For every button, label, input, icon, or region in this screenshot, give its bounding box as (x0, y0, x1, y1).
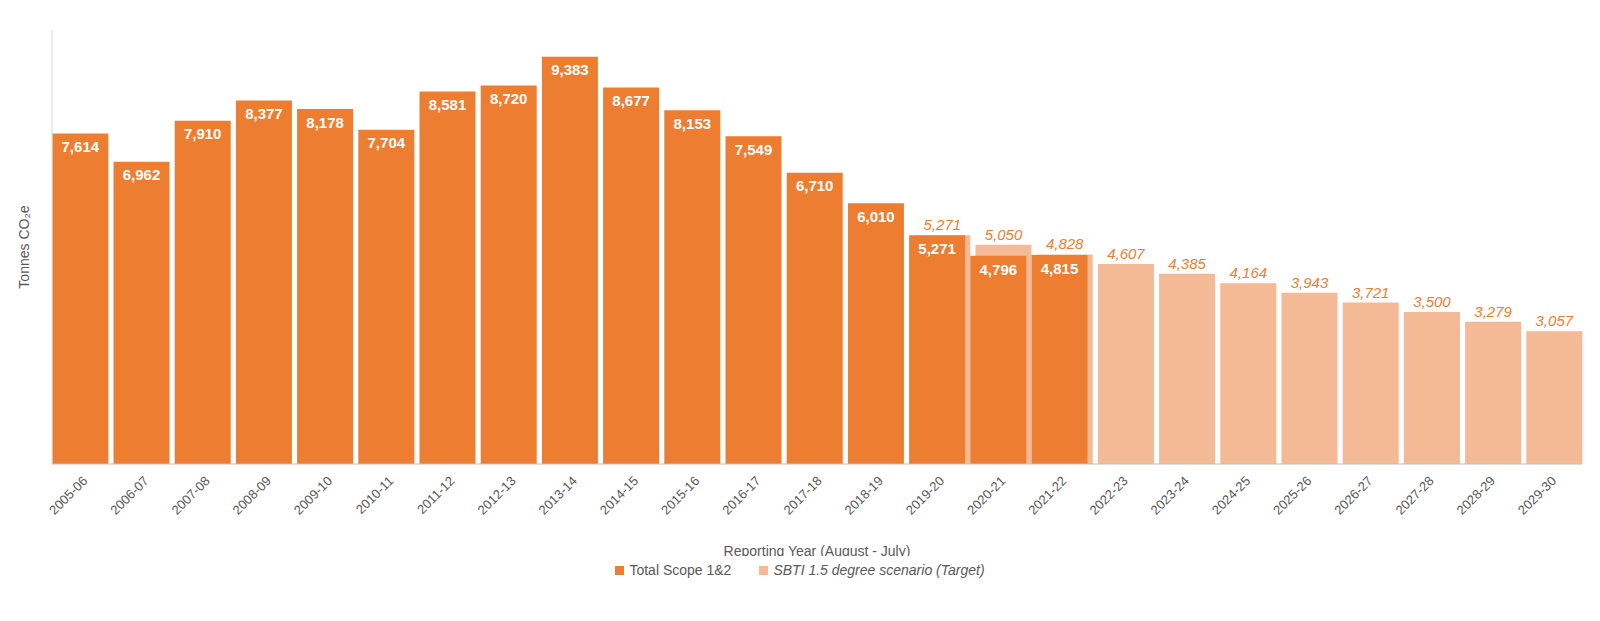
svg-text:Reporting Year (August - July): Reporting Year (August - July) (724, 543, 911, 556)
svg-text:2014-15: 2014-15 (597, 473, 641, 517)
svg-text:7,910: 7,910 (184, 125, 222, 142)
svg-text:2028-29: 2028-29 (1454, 473, 1498, 517)
svg-text:2010-11: 2010-11 (353, 473, 397, 517)
svg-text:8,153: 8,153 (674, 115, 712, 132)
svg-text:2023-24: 2023-24 (1148, 473, 1192, 517)
svg-text:8,377: 8,377 (245, 105, 283, 122)
svg-text:6,962: 6,962 (123, 166, 161, 183)
svg-text:2020-21: 2020-21 (964, 473, 1008, 517)
svg-text:4,828: 4,828 (1046, 235, 1084, 252)
svg-text:3,279: 3,279 (1474, 303, 1512, 320)
svg-text:8,677: 8,677 (612, 92, 650, 109)
svg-text:2013-14: 2013-14 (536, 473, 580, 517)
svg-text:3,943: 3,943 (1291, 274, 1329, 291)
svg-text:5,050: 5,050 (985, 226, 1023, 243)
svg-text:7,614: 7,614 (62, 138, 100, 155)
svg-text:4,164: 4,164 (1230, 264, 1268, 281)
svg-text:2009-10: 2009-10 (291, 473, 335, 517)
svg-text:2029-30: 2029-30 (1515, 473, 1559, 517)
svg-text:2016-17: 2016-17 (719, 473, 763, 517)
svg-text:2007-08: 2007-08 (168, 473, 212, 517)
svg-text:2017-18: 2017-18 (780, 473, 824, 517)
svg-text:2012-13: 2012-13 (474, 473, 518, 517)
svg-text:7,704: 7,704 (368, 134, 406, 151)
svg-text:2027-28: 2027-28 (1392, 473, 1436, 517)
svg-text:2022-23: 2022-23 (1086, 473, 1130, 517)
svg-text:4,385: 4,385 (1168, 255, 1206, 272)
svg-text:3,721: 3,721 (1352, 284, 1390, 301)
svg-text:2005-06: 2005-06 (46, 473, 90, 517)
svg-text:5,271: 5,271 (924, 216, 962, 233)
svg-text:2015-16: 2015-16 (658, 473, 702, 517)
svg-text:4,607: 4,607 (1107, 245, 1145, 262)
svg-text:7,549: 7,549 (735, 141, 773, 158)
html-text:Total Scope 1&2: Total Scope 1&2 (629, 562, 732, 578)
svg-text:2011-12: 2011-12 (414, 473, 458, 517)
svg-text:4,796: 4,796 (980, 261, 1018, 278)
svg-text:Tonnes CO₂e: Tonnes CO₂e (16, 205, 32, 288)
svg-text:8,178: 8,178 (306, 114, 344, 131)
svg-text:2018-19: 2018-19 (842, 473, 886, 517)
svg-text:9,383: 9,383 (551, 61, 589, 78)
svg-text:2026-27: 2026-27 (1331, 473, 1375, 517)
svg-text:8,581: 8,581 (429, 96, 467, 113)
svg-text:2021-22: 2021-22 (1025, 473, 1069, 517)
svg-text:5,271: 5,271 (918, 240, 956, 257)
svg-text:6,710: 6,710 (796, 177, 834, 194)
svg-text:2008-09: 2008-09 (230, 473, 274, 517)
html-text:SBTI 1.5 degree scenario (Targ: SBTI 1.5 degree scenario (Target) (773, 562, 985, 578)
svg-text:2006-07: 2006-07 (107, 473, 151, 517)
svg-text:6,010: 6,010 (857, 208, 895, 225)
svg-text:2024-25: 2024-25 (1209, 473, 1253, 517)
svg-text:3,057: 3,057 (1536, 312, 1574, 329)
svg-text:8,720: 8,720 (490, 90, 528, 107)
svg-text:3,500: 3,500 (1413, 293, 1451, 310)
svg-text:2025-26: 2025-26 (1270, 473, 1314, 517)
svg-text:2019-20: 2019-20 (903, 473, 947, 517)
svg-text:4,815: 4,815 (1041, 260, 1079, 277)
